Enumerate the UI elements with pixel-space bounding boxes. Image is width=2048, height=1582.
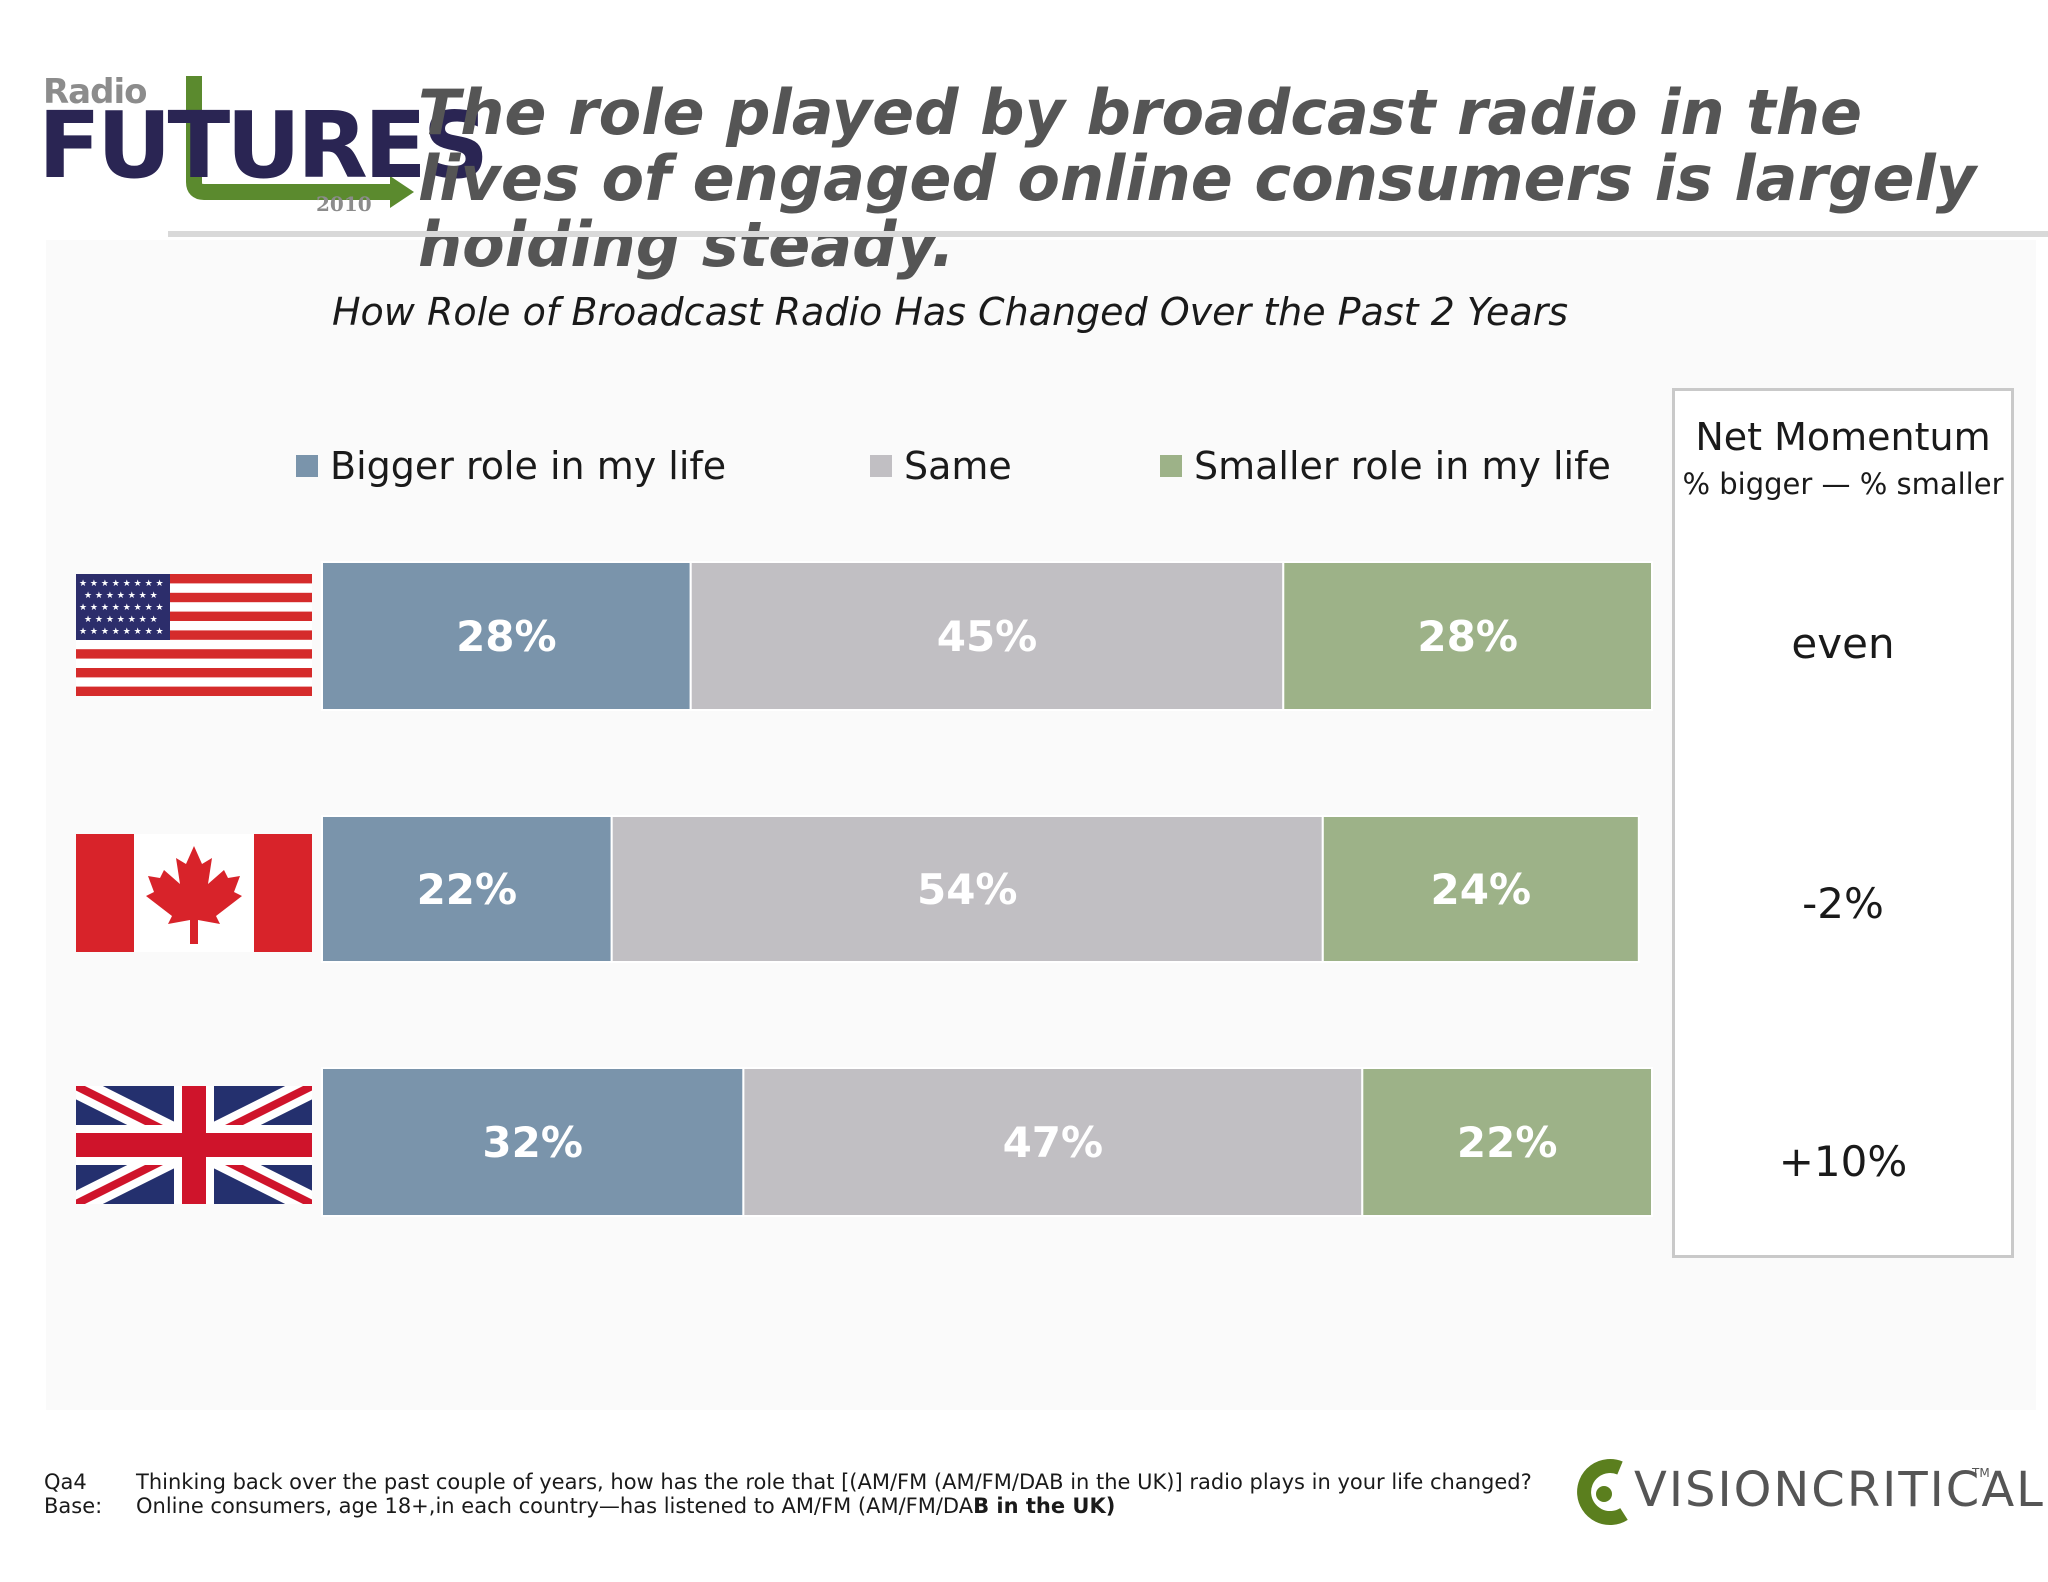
- legend-item-same: Same: [870, 444, 1012, 488]
- legend-label-same: Same: [904, 444, 1012, 488]
- bar-uk-series-0: [321, 1067, 745, 1217]
- slide-title: The role played by broadcast radio in th…: [418, 76, 1977, 281]
- legend-item-smaller: Smaller role in my life: [1160, 444, 1611, 488]
- momentum-value-uk: +10%: [1778, 1137, 1908, 1186]
- footnote: Qa4 Thinking back over the past couple o…: [44, 1470, 1532, 1518]
- logo-futures-text: FUTURES: [38, 92, 489, 199]
- us-flag-icon: ★ ★ ★ ★ ★ ★ ★ ★ ★ ★ ★ ★ ★ ★ ★ ★ ★ ★ ★ ★ …: [76, 574, 312, 696]
- bar-uk-series-2: [1361, 1067, 1653, 1217]
- bar-canada-series-2: [1321, 815, 1640, 963]
- net-momentum-panel: Net Momentum % bigger — % smaller even -…: [1672, 388, 2014, 1258]
- radio-futures-logo: Radio FUTURES 2010: [38, 70, 489, 220]
- logo-year: 2010: [316, 192, 372, 216]
- bar-label-us-series-0: 28%: [456, 612, 557, 661]
- uk-flag-icon: [76, 1086, 312, 1204]
- momentum-title: Net Momentum: [1695, 415, 1991, 459]
- svg-text:★ ★ ★ ★ ★ ★ ★ ★: ★ ★ ★ ★ ★ ★ ★ ★: [79, 579, 164, 589]
- visioncritical-mark-icon: [1577, 1459, 1628, 1525]
- bar-label-uk-series-0: 32%: [482, 1118, 583, 1167]
- legend-swatch-bigger: [296, 455, 318, 477]
- bar-label-canada-series-2: 24%: [1431, 865, 1532, 914]
- bar-label-uk-series-1: 47%: [1003, 1118, 1104, 1167]
- svg-text:★ ★ ★ ★ ★ ★ ★: ★ ★ ★ ★ ★ ★ ★: [84, 615, 158, 625]
- chart-title: How Role of Broadcast Radio Has Changed …: [331, 290, 1569, 334]
- legend-label-smaller: Smaller role in my life: [1194, 444, 1611, 488]
- visioncritical-logo: VISIONCRITICAL TM: [1574, 1452, 2043, 1552]
- legend-swatch-same: [870, 455, 892, 477]
- logo-arrow-icon: [186, 76, 414, 208]
- bar-label-us-series-1: 45%: [937, 612, 1038, 661]
- bar-canada-series-1: [610, 815, 1324, 963]
- legend-label-bigger: Bigger role in my life: [330, 444, 727, 488]
- legend-item-bigger: Bigger role in my life: [296, 444, 726, 488]
- visioncritical-wordmark: VISIONCRITICAL: [1634, 1462, 2045, 1518]
- momentum-subtitle: % bigger — % smaller: [1682, 467, 2004, 501]
- visioncritical-tm: TM: [1972, 1466, 1990, 1480]
- bar-label-canada-series-0: 22%: [417, 865, 518, 914]
- svg-text:★ ★ ★ ★ ★ ★ ★ ★: ★ ★ ★ ★ ★ ★ ★ ★: [79, 603, 164, 613]
- momentum-value-us: even: [1791, 619, 1895, 668]
- bar-label-us-series-2: 28%: [1417, 612, 1518, 661]
- base-text-bold: B in the UK): [973, 1494, 1116, 1518]
- base-text: Online consumers, age 18+,in each countr…: [136, 1494, 1115, 1518]
- svg-text:★ ★ ★ ★ ★ ★ ★ ★: ★ ★ ★ ★ ★ ★ ★ ★: [79, 627, 164, 637]
- bar-canada-series-0: [321, 815, 613, 963]
- bar-label-uk-series-2: 22%: [1457, 1118, 1558, 1167]
- question-label: Qa4: [44, 1470, 87, 1494]
- svg-text:★ ★ ★ ★ ★ ★ ★: ★ ★ ★ ★ ★ ★ ★: [84, 591, 158, 601]
- bar-label-canada-series-1: 54%: [917, 865, 1018, 914]
- question-text: Thinking back over the past couple of ye…: [136, 1470, 1532, 1494]
- base-text-regular: Online consumers, age 18+,in each countr…: [136, 1494, 974, 1518]
- bar-us-series-2: [1282, 561, 1653, 711]
- base-label: Base:: [44, 1494, 103, 1518]
- momentum-value-canada: -2%: [1802, 879, 1884, 928]
- canada-flag-icon: [76, 834, 312, 952]
- legend-swatch-smaller: [1160, 455, 1182, 477]
- title-divider: [168, 231, 2048, 237]
- bar-uk-series-1: [742, 1067, 1364, 1217]
- logo-radio-text: Radio: [43, 72, 147, 112]
- bar-us-series-1: [689, 561, 1285, 711]
